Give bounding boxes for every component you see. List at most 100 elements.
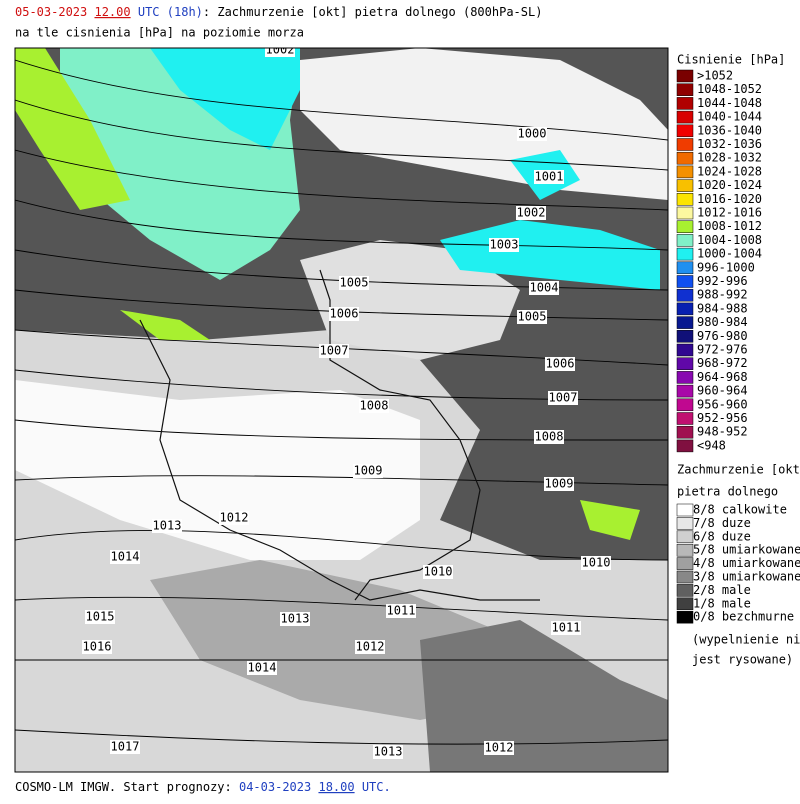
- isobar-label-bg: [529, 281, 559, 295]
- map-frame: [14, 47, 669, 773]
- legend-label: 960-964: [697, 384, 748, 398]
- legend-swatch: [676, 557, 694, 570]
- legend-swatch: [676, 384, 694, 398]
- pressure-legend-title: Cisnienie [hPa]: [677, 53, 785, 67]
- isobar-label-bg: [545, 357, 575, 371]
- legend-swatch: [676, 412, 694, 425]
- header-time: 12.00: [94, 5, 130, 19]
- isobar-label: 1007: [549, 391, 578, 405]
- legend-label: 968-972: [697, 356, 748, 370]
- isobar-label-bg: [548, 391, 578, 405]
- country-border: [139, 319, 540, 601]
- cloud-legend-note: jest rysowane): [692, 653, 793, 667]
- legend-label: >1052: [697, 69, 733, 83]
- isobar-label: 1011: [552, 621, 581, 635]
- isobar-label: 1012: [356, 640, 385, 654]
- legend-swatch: [676, 138, 694, 151]
- isobar-label-bg: [484, 741, 514, 755]
- isobar-label-bg: [516, 206, 546, 220]
- cloud-legend-title: Zachmurzenie [okt]: [677, 463, 800, 477]
- country-border: [319, 269, 481, 601]
- legend-label: 1012-1016: [697, 206, 762, 220]
- isobar-label-bg: [280, 612, 310, 626]
- legend-label: 1048-1052: [697, 82, 762, 96]
- isobar-label-bg: [85, 610, 115, 624]
- legend-label: 1004-1008: [697, 233, 762, 247]
- isobar-label: 1013: [153, 519, 182, 533]
- cloud-low: [420, 620, 668, 772]
- legend-swatch: [676, 288, 694, 302]
- legend-swatch: [676, 193, 694, 206]
- legend-label: 6/8 duze: [693, 529, 751, 543]
- footer-time: 18.00: [318, 780, 354, 794]
- legend-label: 996-1000: [697, 260, 755, 274]
- legend-label: 1036-1040: [697, 123, 762, 137]
- legend-label: 984-988: [697, 301, 748, 315]
- legend-label: 1000-1004: [697, 247, 762, 261]
- pressure-1000-1004-east: [440, 220, 660, 290]
- legend-swatch: [676, 179, 694, 192]
- legend-label: 3/8 umiarkowane: [693, 570, 800, 584]
- header-subtitle: na tle cisnienia [hPa] na poziomie morza: [15, 26, 304, 40]
- isobar-label: 1006: [546, 357, 575, 371]
- isobar-label: 1009: [545, 477, 574, 491]
- legend-swatch: [676, 206, 694, 220]
- legend-swatch: [676, 343, 694, 357]
- legend-label: 952-956: [697, 411, 748, 425]
- isobar-label-bg: [359, 399, 389, 413]
- isobar-label-bg: [355, 640, 385, 654]
- isobar-label-bg: [319, 344, 349, 358]
- isobar-label-bg: [219, 511, 249, 525]
- legend-swatch: [676, 247, 694, 261]
- legend-swatch: [676, 439, 694, 453]
- header-title: : Zachmurzenie [okt] pietra dolnego (800…: [203, 5, 543, 19]
- legend-swatch: [676, 69, 694, 83]
- header-lead: (18h): [167, 5, 203, 19]
- cloud-full: [15, 380, 420, 560]
- legend-label: 1024-1028: [697, 164, 762, 178]
- isobar-label-bg: [247, 661, 277, 675]
- legend-label: <948: [697, 438, 726, 452]
- isobar-label-bg: [339, 276, 369, 290]
- isobar-label-bg: [544, 477, 574, 491]
- footer-utc: UTC.: [362, 780, 391, 794]
- isobar-label-bg: [82, 640, 112, 654]
- legend-swatch: [676, 330, 694, 343]
- legend-swatch: [676, 584, 694, 597]
- isobar-label: 1009: [354, 464, 383, 478]
- isobar-label-bg: [265, 48, 295, 57]
- footer-line: COSMO-LM IMGW. Start prognozy: 04-03-202…: [15, 780, 391, 794]
- legend-label: 1028-1032: [697, 151, 762, 165]
- legend-label: 4/8 umiarkowane: [693, 556, 800, 570]
- legend-label: 976-980: [697, 329, 748, 343]
- isobar-label: 1014: [111, 550, 140, 564]
- legend-label: 956-960: [697, 397, 748, 411]
- isobar-label: 1012: [485, 741, 514, 755]
- legend-swatch: [676, 371, 694, 384]
- pressure-1008-1012-patch: [120, 310, 210, 340]
- legend-label: 1/8 male: [693, 596, 751, 610]
- legend-swatch: [676, 151, 694, 165]
- legend-label: 7/8 duze: [693, 516, 751, 530]
- legend-swatch: [676, 261, 694, 275]
- isobar-label-bg: [353, 464, 383, 478]
- legend-swatch: [676, 610, 694, 624]
- isobar-label: 1015: [86, 610, 115, 624]
- isobar-label-bg: [551, 621, 581, 635]
- isobar-label-bg: [110, 740, 140, 754]
- legend-label: 972-976: [697, 343, 748, 357]
- legend-label: 980-984: [697, 315, 748, 329]
- isobar-label-bg: [517, 127, 547, 141]
- legend-label: 2/8 male: [693, 583, 751, 597]
- legend-swatch: [676, 110, 694, 124]
- cloud-legend-note: (wypelnienie nie: [692, 633, 800, 647]
- legend-swatch: [676, 83, 694, 96]
- legend-swatch: [676, 425, 694, 439]
- legend-swatch: [676, 302, 694, 316]
- isobar-label: 1010: [424, 565, 453, 579]
- isobar-label-bg: [534, 170, 564, 184]
- legend-label: 964-968: [697, 370, 748, 384]
- isobar-label-bg: [489, 238, 519, 252]
- legend-label: 8/8 calkowite: [693, 503, 787, 517]
